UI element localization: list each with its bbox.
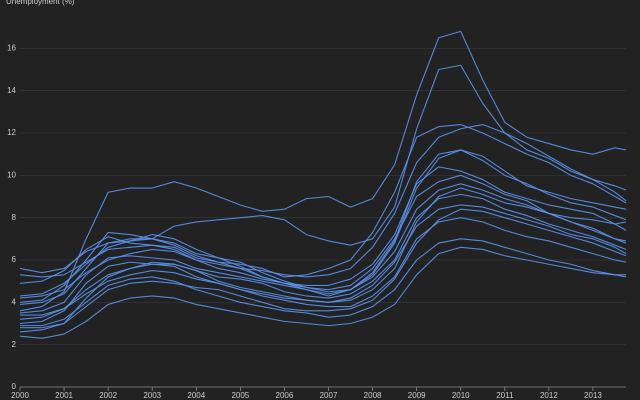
y-tick-label: 12	[7, 128, 16, 137]
y-tick-label: 10	[7, 170, 16, 179]
x-tick-label: 2012	[540, 391, 558, 400]
series-line	[19, 64, 627, 303]
x-tick-label: 2000	[11, 391, 29, 400]
series-line	[19, 30, 627, 312]
series-line	[19, 174, 627, 297]
series-line	[19, 183, 627, 314]
y-tick-label: 2	[12, 340, 17, 349]
x-tick-label: 2013	[584, 391, 602, 400]
y-axis-label: Unemployment (%)	[6, 0, 75, 6]
x-tick-label: 2010	[452, 391, 470, 400]
series-line	[19, 193, 627, 325]
series-line	[20, 238, 626, 327]
x-tick-label: 2011	[496, 391, 514, 400]
x-tick-label: 2006	[276, 391, 294, 400]
x-tick-label: 2007	[320, 391, 338, 400]
x-tick-label: 2008	[364, 391, 382, 400]
x-tick-label: 2002	[99, 391, 117, 400]
series-line	[19, 149, 627, 305]
y-tick-label: 4	[12, 297, 17, 306]
series-line	[19, 166, 627, 286]
series-line	[20, 204, 627, 316]
series-line	[19, 217, 627, 320]
x-tick-label: 2009	[408, 391, 426, 400]
y-tick-label: 14	[7, 86, 16, 95]
x-tick-label: 2004	[187, 391, 205, 400]
x-tick-label: 2001	[55, 391, 73, 400]
series-line	[19, 123, 627, 278]
y-tick-label: 8	[12, 213, 17, 222]
series-line	[19, 246, 627, 339]
y-tick-label: 16	[7, 43, 16, 52]
series-line	[19, 123, 627, 284]
x-tick-label: 2003	[143, 391, 161, 400]
series-line	[19, 149, 627, 299]
y-tick-label: 6	[12, 255, 17, 264]
y-tick-label: 0	[12, 382, 17, 391]
x-tick-label: 2005	[231, 391, 249, 400]
series-line	[20, 208, 627, 329]
